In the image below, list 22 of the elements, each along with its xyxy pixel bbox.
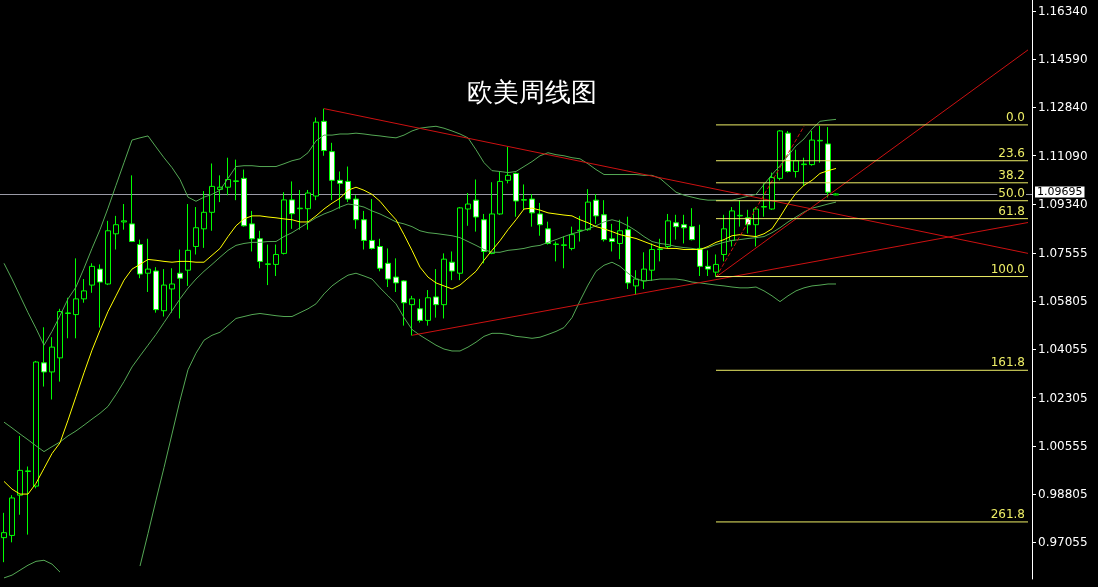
series-label: 50.0 (998, 185, 1025, 200)
y-tick-label: 1.02305 (1038, 390, 1088, 405)
series-label: 23.6 (998, 145, 1025, 160)
series-label: 100.0 (990, 261, 1025, 276)
series-label: 261.8 (990, 506, 1025, 521)
y-tick-label: 1.12840 (1038, 100, 1088, 115)
y-tick-label: 1.09340 (1038, 196, 1088, 211)
series-label: 61.8 (998, 203, 1025, 218)
y-tick-label: 0.98805 (1038, 487, 1088, 502)
ref-line-label: 1.09695 (1037, 185, 1083, 199)
y-tick-label: 1.04055 (1038, 342, 1088, 357)
y-tick-label: 1.07555 (1038, 245, 1088, 260)
series-label: 38.2 (998, 167, 1025, 182)
y-tick-label: 1.11090 (1038, 148, 1088, 163)
series-label: 0.0 (1005, 109, 1025, 124)
series-label: 161.8 (990, 355, 1025, 370)
y-tick-label: 0.97055 (1038, 535, 1088, 550)
y-tick-label: 1.16340 (1038, 3, 1088, 18)
text: 欧美周线图 (467, 77, 597, 107)
y-tick-label: 1.14590 (1038, 52, 1088, 66)
y-tick-label: 1.00555 (1038, 438, 1088, 453)
y-tick-label: 1.05805 (1038, 294, 1088, 309)
